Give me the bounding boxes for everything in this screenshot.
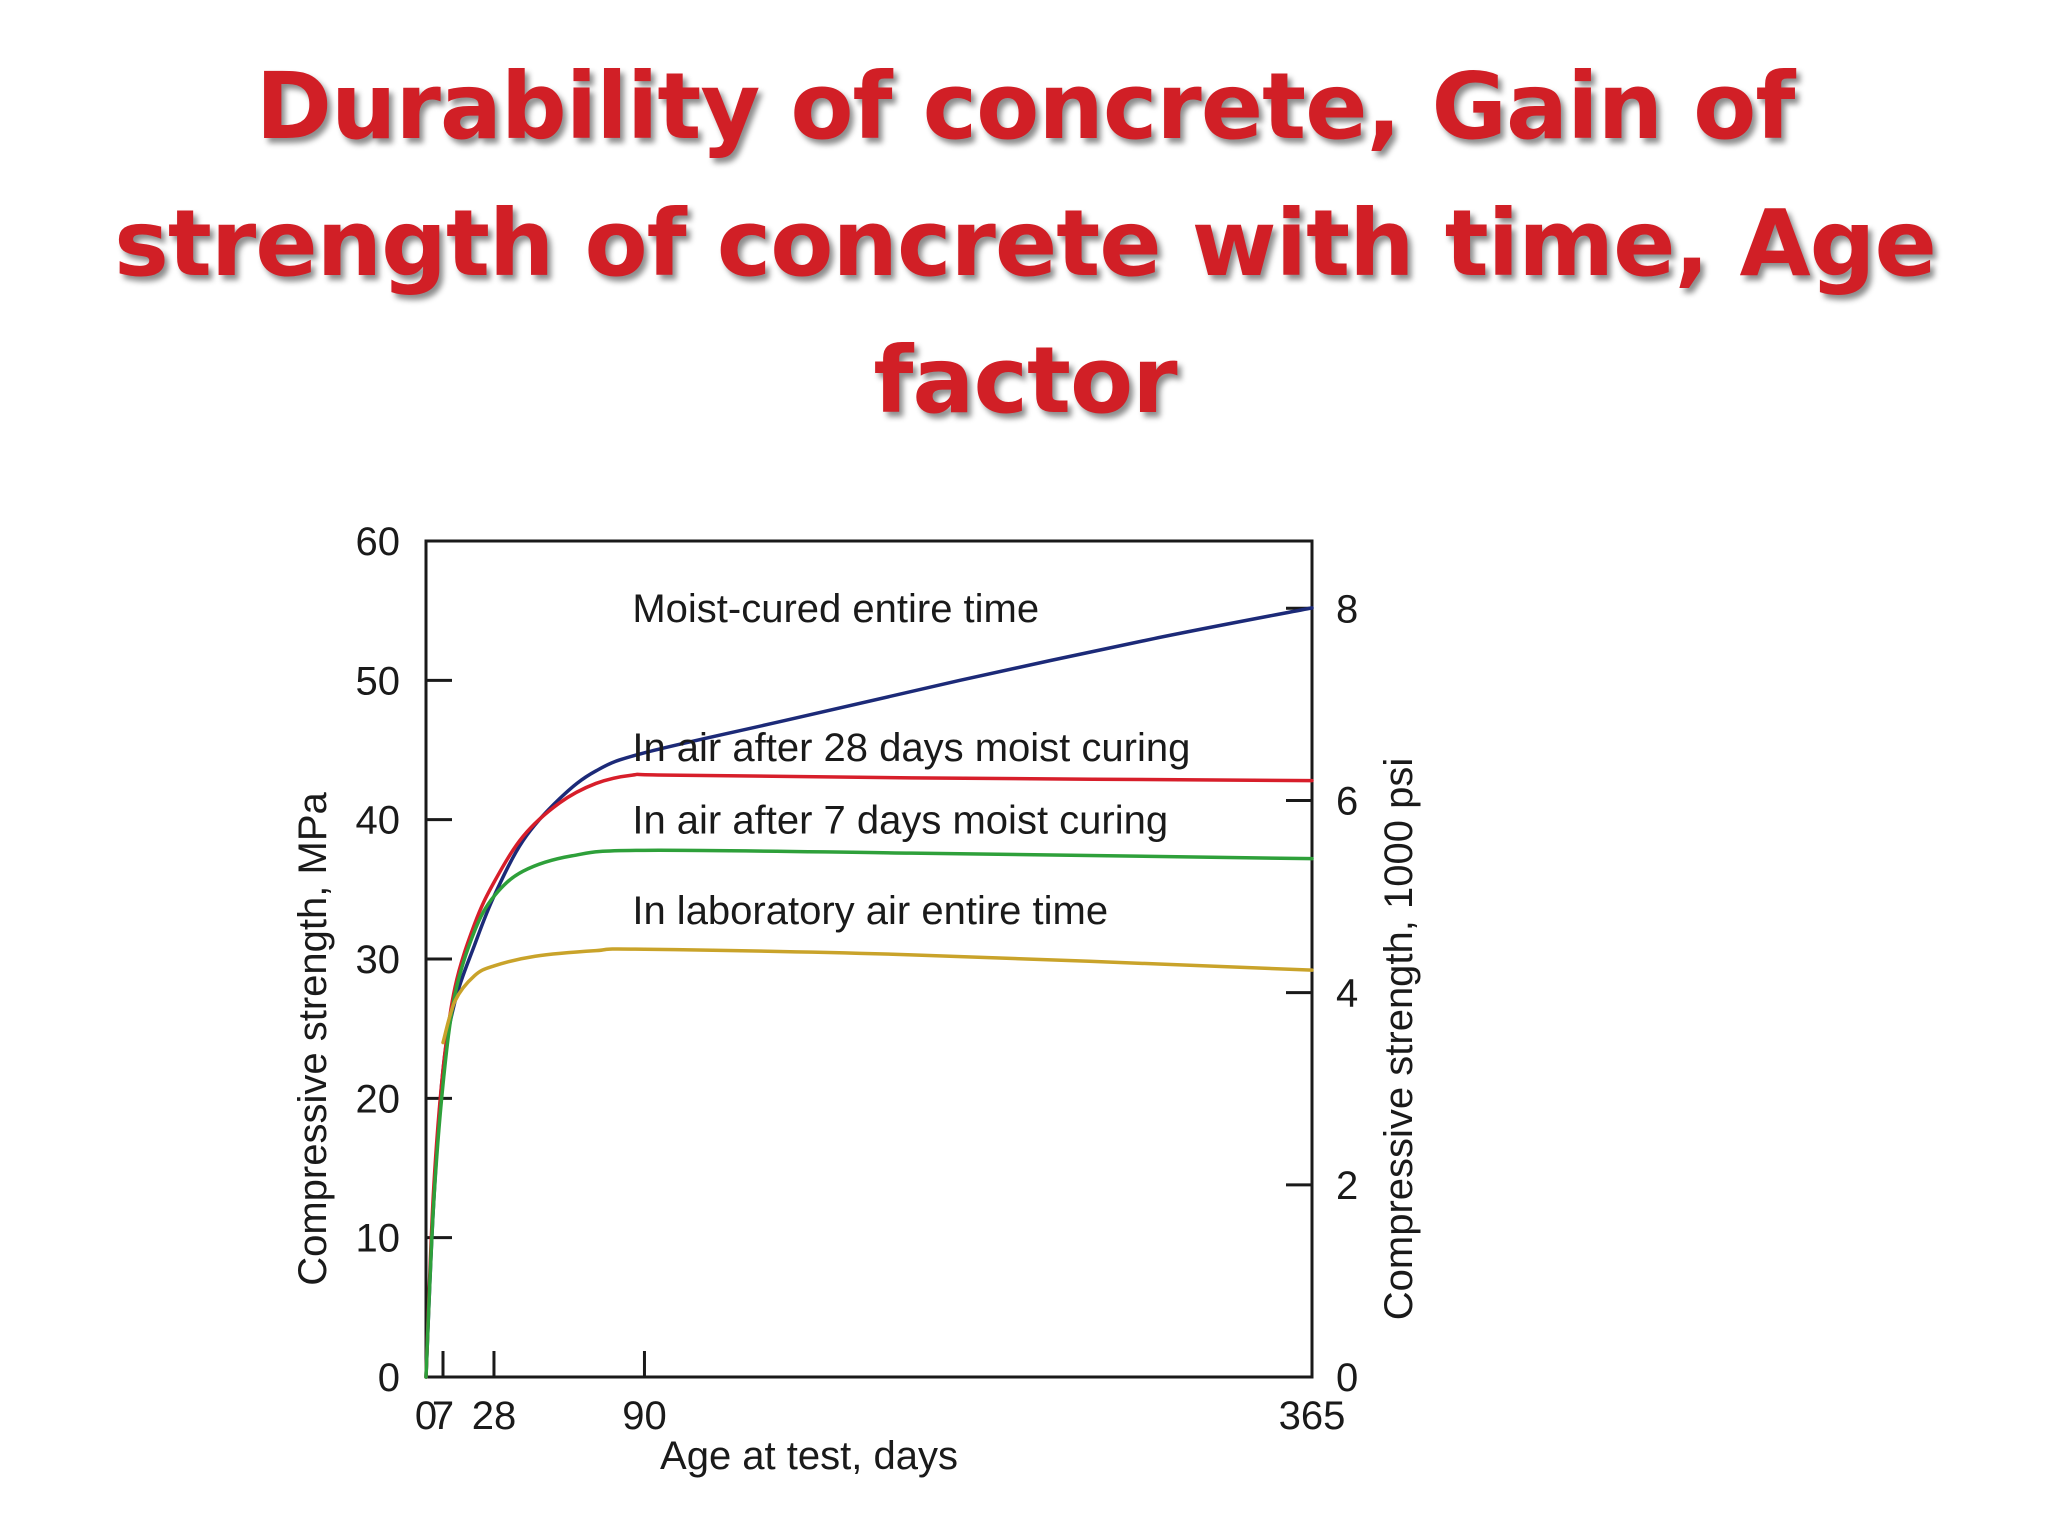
y2-tick-label: 2: [1336, 1164, 1358, 1208]
series-line-3: [424, 848, 1314, 1379]
plot-area: [0, 470, 1500, 1510]
y2-axis-label: Compressive strength, 1000 psi: [1377, 758, 1421, 1321]
x-tick-label: 0: [415, 1394, 437, 1438]
x-axis-label: Age at test, days: [660, 1434, 958, 1478]
series-line-4: [441, 947, 1314, 1045]
x-tick-label: 7: [432, 1394, 454, 1438]
series-lines: [424, 606, 1314, 1379]
y-tick-label: 40: [356, 799, 401, 843]
y-tick-label: 60: [356, 520, 401, 564]
y-axis-label: Compressive strength, MPa: [291, 791, 335, 1285]
series-labels: Moist-cured entire time In air after 28 d…: [632, 587, 1190, 933]
y-axis-right: 0 2 4 6 8: [1286, 587, 1358, 1400]
y2-tick-label: 8: [1336, 587, 1358, 631]
series-label-1: Moist-cured entire time: [632, 587, 1039, 631]
y2-tick-label: 4: [1336, 972, 1358, 1016]
y2-tick-label: 0: [1336, 1356, 1358, 1400]
y-axis-left: 0 10 20 30 40 50 60: [356, 520, 452, 1400]
x-tick-label: 90: [622, 1394, 667, 1438]
y2-tick-label: 6: [1336, 779, 1358, 823]
y-tick-label: 20: [356, 1077, 401, 1121]
x-tick-label: 365: [1279, 1394, 1346, 1438]
y-tick-label: 50: [356, 659, 401, 703]
y-tick-label: 10: [356, 1217, 401, 1261]
slide-title: Durability of concrete, Gain of strength…: [114, 53, 1937, 434]
series-label-4: In laboratory air entire time: [632, 889, 1108, 933]
y-tick-label: 30: [356, 938, 401, 982]
x-axis: 07 28 90 365: [415, 1351, 1346, 1438]
y-tick-label: 0: [378, 1356, 400, 1400]
series-label-3: In air after 7 days moist curing: [632, 799, 1168, 843]
series-label-2: In air after 28 days moist curing: [632, 726, 1190, 770]
x-tick-label: 28: [472, 1394, 517, 1438]
